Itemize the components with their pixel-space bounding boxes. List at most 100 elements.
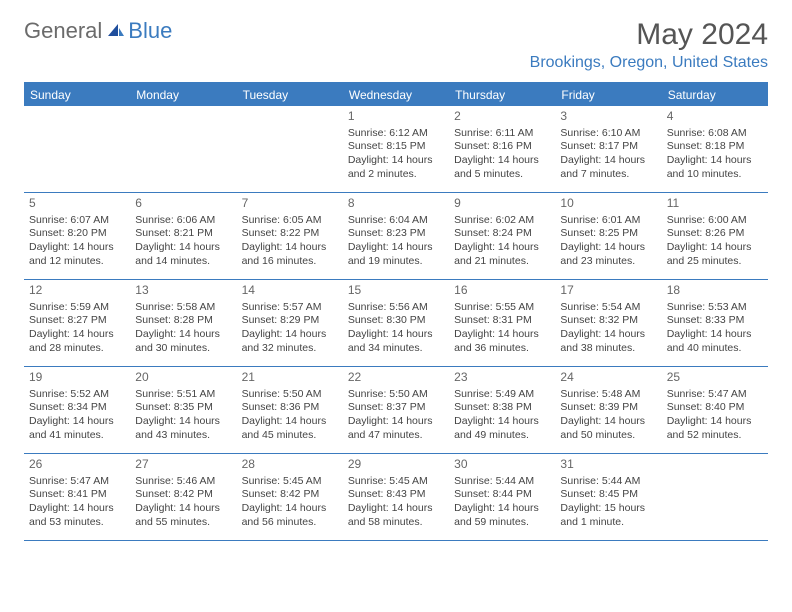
daylight-text: Daylight: 14 hours — [29, 502, 125, 516]
sunset-text: Sunset: 8:35 PM — [135, 401, 231, 415]
daylight-text: Daylight: 14 hours — [560, 241, 656, 255]
sunset-text: Sunset: 8:45 PM — [560, 488, 656, 502]
day-cell: 31Sunrise: 5:44 AMSunset: 8:45 PMDayligh… — [555, 454, 661, 540]
day-header-cell: Sunday — [24, 84, 130, 106]
sunrise-text: Sunrise: 5:56 AM — [348, 301, 444, 315]
day-number: 2 — [454, 109, 550, 125]
sunrise-text: Sunrise: 5:44 AM — [454, 475, 550, 489]
daylight-text: and 45 minutes. — [242, 429, 338, 443]
daylight-text: Daylight: 14 hours — [454, 415, 550, 429]
daylight-text: Daylight: 14 hours — [560, 328, 656, 342]
day-cell: 27Sunrise: 5:46 AMSunset: 8:42 PMDayligh… — [130, 454, 236, 540]
daylight-text: Daylight: 14 hours — [454, 502, 550, 516]
sunrise-text: Sunrise: 5:53 AM — [667, 301, 763, 315]
sunrise-text: Sunrise: 6:10 AM — [560, 127, 656, 141]
month-title: May 2024 — [530, 18, 768, 52]
daylight-text: Daylight: 14 hours — [29, 415, 125, 429]
sunrise-text: Sunrise: 5:44 AM — [560, 475, 656, 489]
sunset-text: Sunset: 8:32 PM — [560, 314, 656, 328]
daylight-text: Daylight: 14 hours — [29, 241, 125, 255]
sunset-text: Sunset: 8:15 PM — [348, 140, 444, 154]
daylight-text: and 19 minutes. — [348, 255, 444, 269]
daylight-text: and 10 minutes. — [667, 168, 763, 182]
sunset-text: Sunset: 8:17 PM — [560, 140, 656, 154]
sunrise-text: Sunrise: 5:50 AM — [348, 388, 444, 402]
day-number: 9 — [454, 196, 550, 212]
sunrise-text: Sunrise: 5:57 AM — [242, 301, 338, 315]
sunset-text: Sunset: 8:29 PM — [242, 314, 338, 328]
day-number: 27 — [135, 457, 231, 473]
day-number: 31 — [560, 457, 656, 473]
sunset-text: Sunset: 8:40 PM — [667, 401, 763, 415]
day-cell: 8Sunrise: 6:04 AMSunset: 8:23 PMDaylight… — [343, 193, 449, 279]
day-number: 8 — [348, 196, 444, 212]
sunrise-text: Sunrise: 5:45 AM — [242, 475, 338, 489]
day-number: 5 — [29, 196, 125, 212]
day-cell: 9Sunrise: 6:02 AMSunset: 8:24 PMDaylight… — [449, 193, 555, 279]
sunrise-text: Sunrise: 6:00 AM — [667, 214, 763, 228]
daylight-text: and 1 minute. — [560, 516, 656, 530]
sunrise-text: Sunrise: 6:05 AM — [242, 214, 338, 228]
sunrise-text: Sunrise: 5:52 AM — [29, 388, 125, 402]
day-cell: 13Sunrise: 5:58 AMSunset: 8:28 PMDayligh… — [130, 280, 236, 366]
day-number: 28 — [242, 457, 338, 473]
daylight-text: Daylight: 14 hours — [242, 328, 338, 342]
daylight-text: Daylight: 14 hours — [348, 241, 444, 255]
day-cell: 20Sunrise: 5:51 AMSunset: 8:35 PMDayligh… — [130, 367, 236, 453]
day-number: 14 — [242, 283, 338, 299]
logo-text-blue: Blue — [128, 18, 172, 44]
day-cell: 17Sunrise: 5:54 AMSunset: 8:32 PMDayligh… — [555, 280, 661, 366]
daylight-text: Daylight: 14 hours — [348, 328, 444, 342]
day-cell: 4Sunrise: 6:08 AMSunset: 8:18 PMDaylight… — [662, 106, 768, 192]
weeks-container: 1Sunrise: 6:12 AMSunset: 8:15 PMDaylight… — [24, 106, 768, 541]
daylight-text: and 53 minutes. — [29, 516, 125, 530]
sunset-text: Sunset: 8:42 PM — [135, 488, 231, 502]
sunset-text: Sunset: 8:23 PM — [348, 227, 444, 241]
logo-text-general: General — [24, 18, 102, 44]
daylight-text: and 16 minutes. — [242, 255, 338, 269]
logo: General Blue — [24, 18, 172, 44]
sunset-text: Sunset: 8:22 PM — [242, 227, 338, 241]
sunset-text: Sunset: 8:33 PM — [667, 314, 763, 328]
day-cell: 30Sunrise: 5:44 AMSunset: 8:44 PMDayligh… — [449, 454, 555, 540]
sunset-text: Sunset: 8:21 PM — [135, 227, 231, 241]
week-row: 19Sunrise: 5:52 AMSunset: 8:34 PMDayligh… — [24, 367, 768, 454]
sunset-text: Sunset: 8:24 PM — [454, 227, 550, 241]
day-number: 6 — [135, 196, 231, 212]
day-cell: 23Sunrise: 5:49 AMSunset: 8:38 PMDayligh… — [449, 367, 555, 453]
day-header-row: SundayMondayTuesdayWednesdayThursdayFrid… — [24, 84, 768, 106]
week-row: 1Sunrise: 6:12 AMSunset: 8:15 PMDaylight… — [24, 106, 768, 193]
day-number: 17 — [560, 283, 656, 299]
daylight-text: and 58 minutes. — [348, 516, 444, 530]
day-header-cell: Friday — [555, 84, 661, 106]
day-cell: 25Sunrise: 5:47 AMSunset: 8:40 PMDayligh… — [662, 367, 768, 453]
day-cell: 11Sunrise: 6:00 AMSunset: 8:26 PMDayligh… — [662, 193, 768, 279]
day-header-cell: Wednesday — [343, 84, 449, 106]
sunrise-text: Sunrise: 5:48 AM — [560, 388, 656, 402]
day-number: 13 — [135, 283, 231, 299]
sunset-text: Sunset: 8:41 PM — [29, 488, 125, 502]
day-cell: 19Sunrise: 5:52 AMSunset: 8:34 PMDayligh… — [24, 367, 130, 453]
daylight-text: Daylight: 14 hours — [348, 502, 444, 516]
day-number: 12 — [29, 283, 125, 299]
daylight-text: Daylight: 14 hours — [667, 328, 763, 342]
daylight-text: and 43 minutes. — [135, 429, 231, 443]
logo-sail-icon — [104, 18, 126, 44]
sunrise-text: Sunrise: 6:12 AM — [348, 127, 444, 141]
sunset-text: Sunset: 8:38 PM — [454, 401, 550, 415]
daylight-text: and 52 minutes. — [667, 429, 763, 443]
daylight-text: and 5 minutes. — [454, 168, 550, 182]
day-cell: 24Sunrise: 5:48 AMSunset: 8:39 PMDayligh… — [555, 367, 661, 453]
daylight-text: Daylight: 14 hours — [242, 502, 338, 516]
daylight-text: Daylight: 14 hours — [560, 154, 656, 168]
sunset-text: Sunset: 8:16 PM — [454, 140, 550, 154]
empty-cell — [237, 106, 343, 192]
day-header-cell: Tuesday — [237, 84, 343, 106]
daylight-text: Daylight: 14 hours — [348, 415, 444, 429]
daylight-text: Daylight: 14 hours — [29, 328, 125, 342]
day-number: 26 — [29, 457, 125, 473]
day-cell: 7Sunrise: 6:05 AMSunset: 8:22 PMDaylight… — [237, 193, 343, 279]
sunrise-text: Sunrise: 5:55 AM — [454, 301, 550, 315]
daylight-text: Daylight: 14 hours — [667, 415, 763, 429]
daylight-text: Daylight: 14 hours — [135, 502, 231, 516]
